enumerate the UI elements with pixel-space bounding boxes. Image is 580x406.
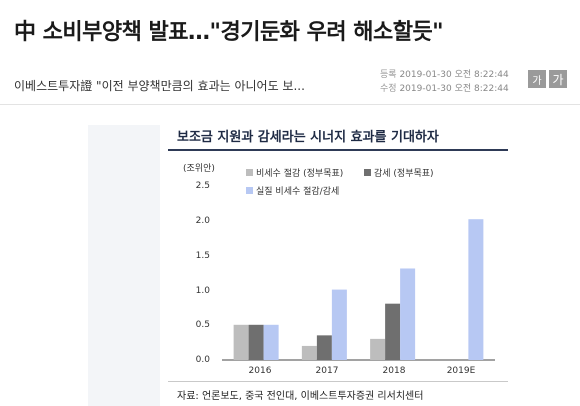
figure-side-panel: [88, 125, 160, 406]
y-tick-label: 2.0: [195, 216, 210, 226]
legend-item: 감세 (정부목표): [364, 166, 434, 179]
article-summary: 이베스트투자證 "이전 부양책만큼의 효과는 아니어도 보...: [14, 79, 305, 93]
chart-bar: [400, 268, 416, 360]
y-tick-label: 0.5: [195, 320, 210, 330]
chart-bar: [263, 324, 279, 360]
chart-bar: [248, 324, 264, 360]
article-dates: 등록 2019-01-30 오전 8:22:44 수정 2019-01-30 오…: [380, 68, 530, 96]
registered-date: 2019-01-30 오전 8:22:44: [399, 70, 509, 80]
chart-title: 보조금 지원과 감세라는 시너지 효과를 기대하자: [177, 130, 439, 145]
y-tick-label: 2.5: [195, 181, 210, 191]
x-tick-label: 2016: [248, 366, 272, 376]
chart-title-rule: [168, 149, 508, 151]
y-tick-label: 1.0: [195, 286, 210, 296]
header-divider: [0, 104, 580, 105]
chart-source: 자료: 언론보도, 중국 전인대, 이베스트투자증권 리서치센터: [177, 391, 424, 402]
chart-bar: [331, 289, 347, 360]
chart-bar: [468, 219, 484, 360]
legend-swatch: [364, 169, 371, 176]
chart-bar: [301, 345, 317, 360]
modified-label: 수정: [380, 84, 397, 94]
chart-bar: [370, 338, 386, 360]
chart-bar: [385, 303, 401, 360]
legend-label: 감세 (정부목표): [374, 169, 434, 179]
legend-item: 실질 비세수 절감/감세: [246, 184, 339, 197]
chart-bar: [316, 335, 332, 360]
font-size-controls: 가 가: [528, 70, 567, 88]
article-headline: 中 소비부양책 발표…"경기둔화 우려 해소할듯": [14, 20, 444, 45]
chart-bar: [233, 324, 249, 360]
font-increase-button[interactable]: 가: [549, 70, 567, 88]
y-tick-label: 0.0: [195, 355, 210, 365]
font-decrease-button[interactable]: 가: [528, 70, 546, 88]
x-tick-label: 2019E: [446, 366, 476, 376]
x-tick-label: 2017: [315, 366, 339, 376]
source-divider: [168, 381, 508, 382]
legend-swatch: [246, 187, 253, 194]
modified-date: 2019-01-30 오전 8:22:44: [399, 84, 509, 94]
legend-swatch: [246, 169, 253, 176]
registered-label: 등록: [380, 70, 397, 80]
legend-item: 비세수 절감 (정부목표): [246, 166, 343, 179]
legend-label: 비세수 절감 (정부목표): [256, 169, 344, 179]
x-tick-label: 2018: [382, 366, 406, 376]
y-axis-unit: (조위안): [183, 164, 215, 174]
legend-label: 실질 비세수 절감/감세: [256, 187, 340, 197]
y-tick-label: 1.5: [195, 251, 210, 261]
